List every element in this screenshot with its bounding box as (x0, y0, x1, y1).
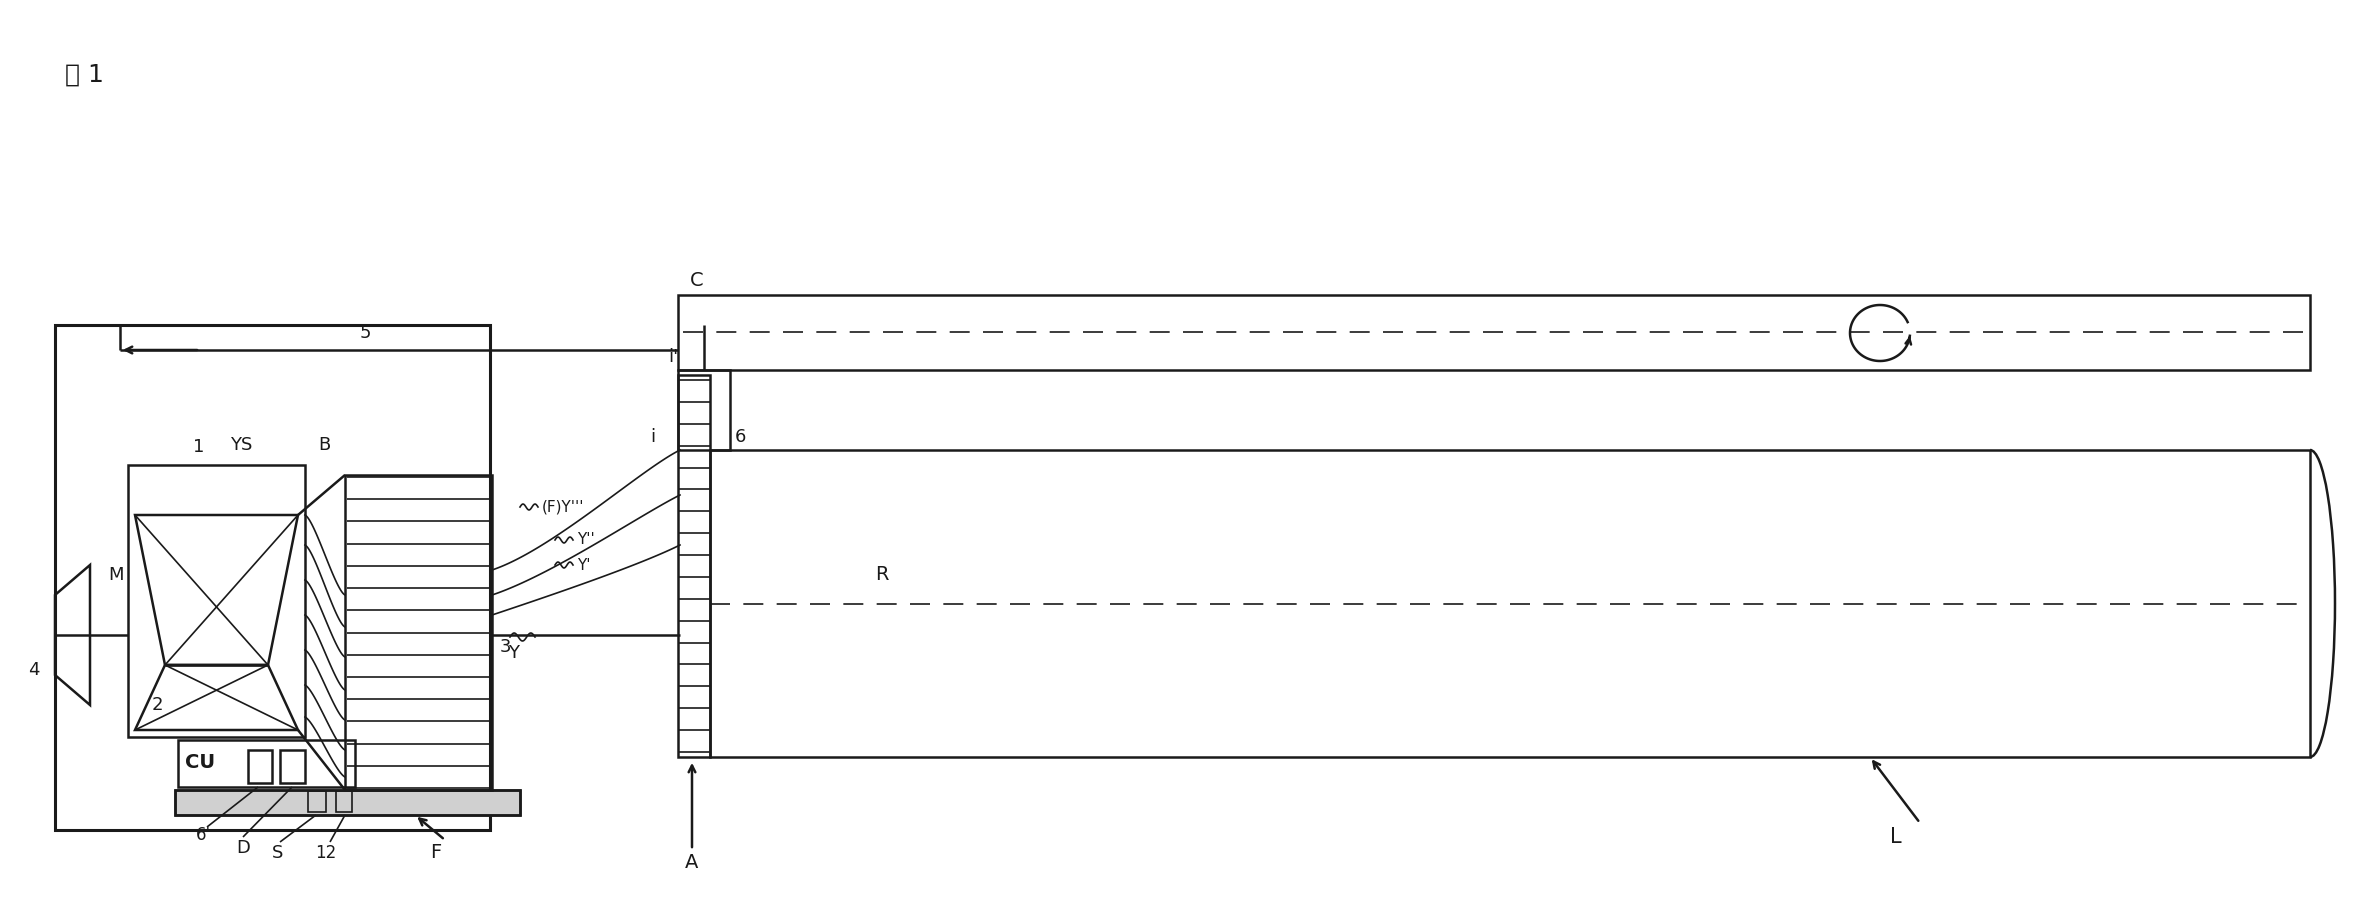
Text: 6: 6 (736, 428, 747, 446)
Bar (679, 370, 731, 450)
Bar (679, 375, 710, 757)
Text: YS: YS (230, 436, 252, 454)
Bar (249, 750, 273, 783)
Text: 5: 5 (361, 324, 373, 342)
Text: 12: 12 (316, 844, 337, 862)
Text: M: M (109, 566, 123, 584)
Text: 4: 4 (28, 661, 40, 679)
Text: i': i' (669, 348, 679, 366)
Bar (337, 791, 351, 812)
Bar (710, 450, 2309, 757)
Text: S: S (273, 844, 282, 862)
Text: i: i (650, 428, 655, 446)
Text: C: C (691, 271, 705, 290)
Text: L: L (1889, 827, 1901, 847)
Bar (308, 791, 325, 812)
Text: A: A (686, 853, 698, 872)
Text: R: R (876, 566, 888, 585)
Text: 1: 1 (192, 438, 204, 456)
Text: F: F (430, 843, 441, 862)
Text: CU: CU (185, 754, 216, 773)
Text: (F)Y''': (F)Y''' (541, 500, 584, 515)
Text: 6': 6' (197, 826, 211, 844)
Text: 3: 3 (501, 638, 513, 656)
Bar (55, 325, 489, 830)
Bar (679, 295, 2309, 370)
Bar (176, 790, 520, 815)
Bar (128, 465, 306, 737)
Text: Y: Y (508, 644, 520, 662)
Bar (344, 475, 491, 790)
Text: Y'': Y'' (577, 532, 596, 548)
Text: 图 1: 图 1 (64, 63, 104, 87)
Text: D: D (235, 839, 249, 857)
Text: B: B (318, 436, 330, 454)
Bar (280, 750, 306, 783)
Bar (178, 740, 356, 787)
Text: Y': Y' (577, 557, 591, 573)
Bar (176, 790, 520, 815)
Text: 2: 2 (152, 696, 164, 714)
